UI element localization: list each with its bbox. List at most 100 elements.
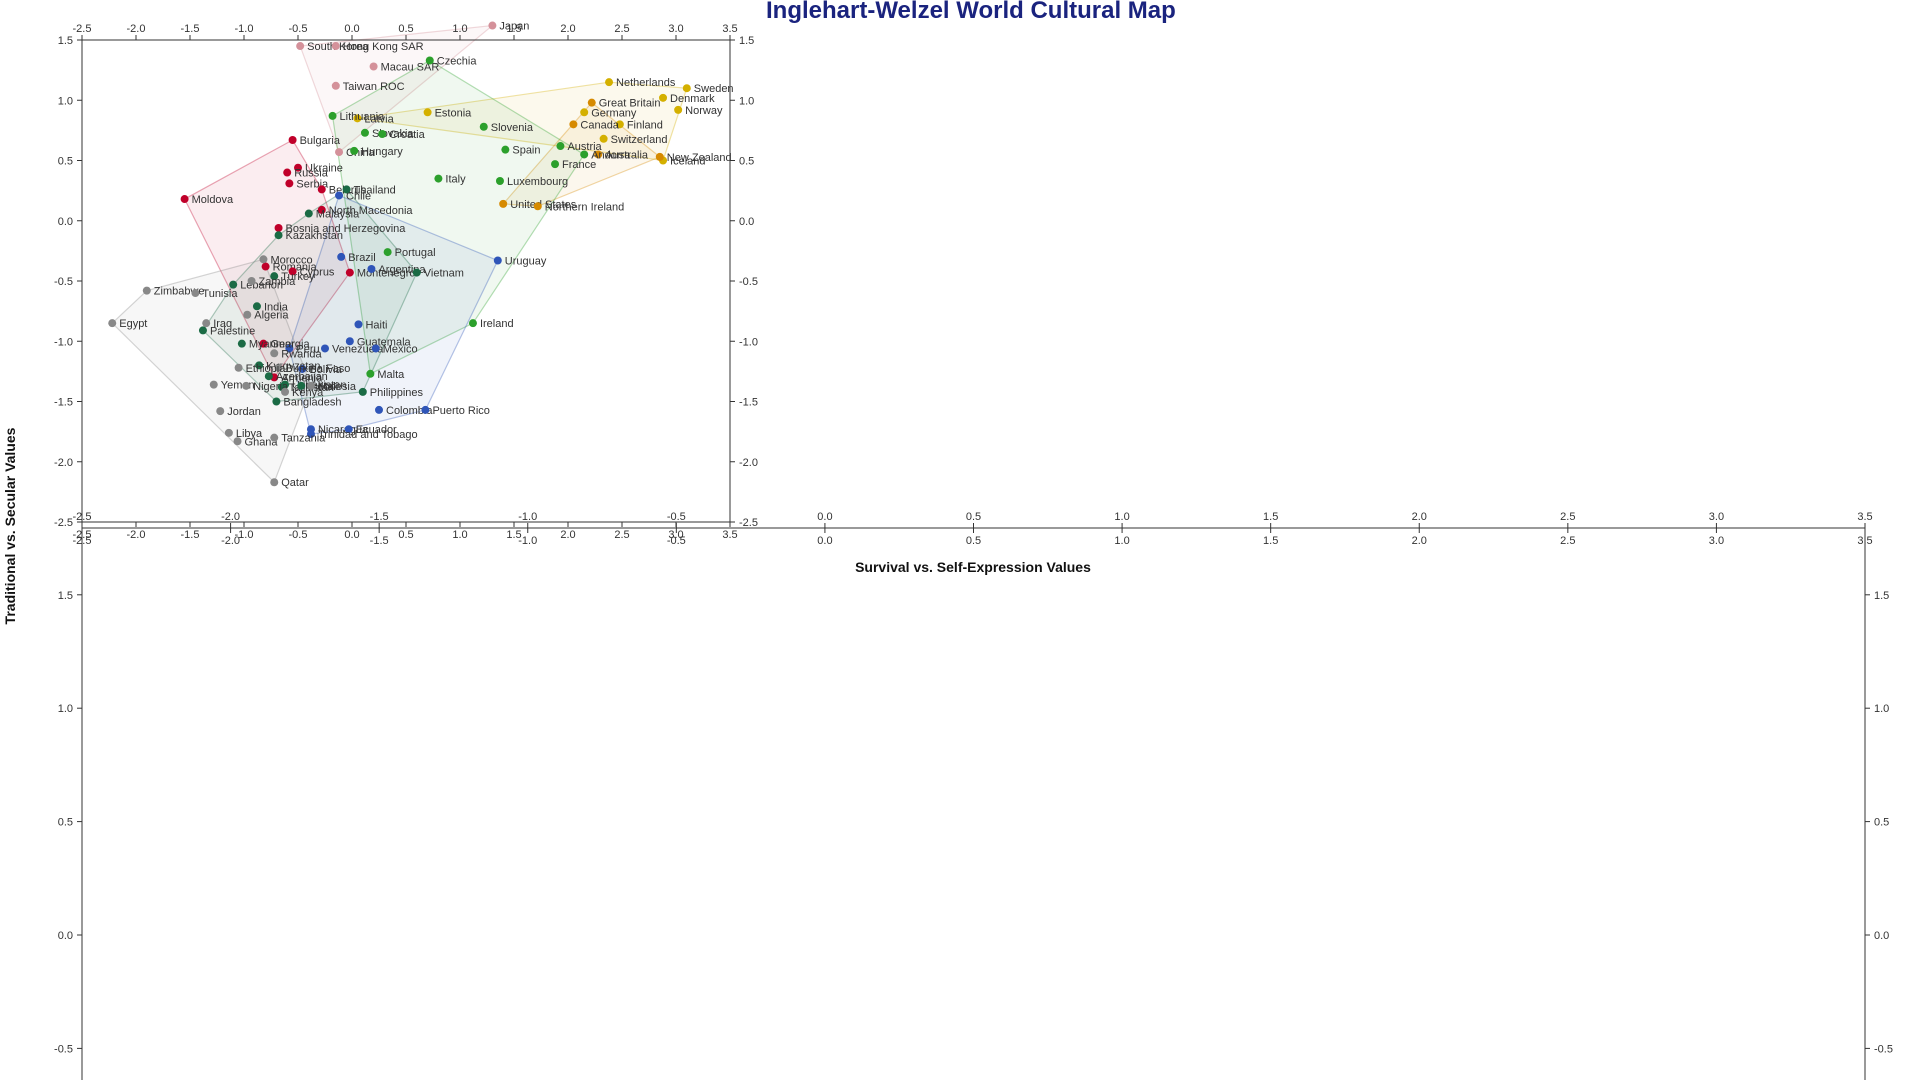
data-point-label: Nicaragua [318, 424, 369, 436]
data-point [342, 185, 351, 194]
x-tick-label: 3.0 [668, 529, 683, 541]
y-tick-label: 0.5 [1874, 817, 1889, 829]
data-point [252, 302, 261, 311]
data-point-label: Kazakhstan [286, 230, 343, 242]
x-tick-label: 2.5 [614, 23, 629, 35]
data-point [479, 122, 488, 131]
x-tick-label: -0.5 [289, 529, 308, 541]
zone-hull [331, 59, 586, 375]
y-tick-label: 1.5 [739, 35, 754, 47]
data-point-label: Puerto Rico [432, 405, 489, 417]
data-point [345, 268, 354, 277]
data-point-label: Ukraine [305, 163, 343, 175]
data-point [335, 148, 344, 157]
data-point [353, 114, 362, 123]
data-point-label: Peru [296, 343, 319, 355]
x-tick-label: 2.5 [614, 529, 629, 541]
x-tick-label: 3.0 [1709, 535, 1724, 547]
y-tick-label: 0.0 [1874, 930, 1889, 942]
x-tick-label: -1.0 [235, 529, 254, 541]
x-tick-label: 1.5 [1263, 535, 1278, 547]
data-point-label: Luxembourg [507, 176, 568, 188]
data-point [304, 209, 313, 218]
data-point [328, 111, 337, 120]
data-point-label: Ecuador [356, 424, 397, 436]
y-tick-label: -2.5 [54, 517, 73, 529]
y-tick-label: 0.0 [58, 930, 73, 942]
data-point-label: India [264, 301, 289, 313]
data-point-label: Iceland [670, 156, 705, 168]
data-point [371, 344, 380, 353]
data-point [142, 286, 151, 295]
x-tick-label: -1.0 [518, 511, 537, 523]
data-point-label: Cyprus [300, 266, 335, 278]
data-point [285, 179, 294, 188]
data-point [354, 320, 363, 329]
data-point-label: Venezuela [332, 343, 384, 355]
data-point [493, 256, 502, 265]
data-point [288, 267, 297, 276]
x-tick-label: -0.5 [667, 511, 686, 523]
x-tick-label: -1.0 [235, 23, 254, 35]
y-tick-label: -1.5 [739, 397, 758, 409]
y-tick-label: -2.5 [739, 517, 758, 529]
data-point-label: Algeria [254, 310, 289, 322]
data-point [270, 349, 279, 358]
data-point-label: Ethiopia [246, 363, 287, 375]
y-tick-label: -0.5 [739, 276, 758, 288]
data-point-label: Brazil [348, 252, 376, 264]
data-point-label: Nigeria [253, 381, 289, 393]
data-point [425, 56, 434, 65]
x-tick-label: -2.5 [73, 511, 92, 523]
data-point-label: Latvia [364, 113, 394, 125]
y-tick-label: 0.5 [58, 817, 73, 829]
y-tick-label: 1.0 [58, 703, 73, 715]
data-point-label: Ghana [245, 436, 279, 448]
data-point [216, 407, 225, 416]
y-tick-label: -0.5 [54, 276, 73, 288]
data-point-label: Estonia [435, 107, 473, 119]
x-tick-label: 3.0 [1709, 511, 1724, 523]
data-point [615, 120, 624, 129]
data-point [281, 387, 290, 396]
data-point-label: Netherlands [616, 77, 676, 89]
data-point [378, 129, 387, 138]
x-tick-label: 0.0 [817, 511, 832, 523]
x-tick-label: -2.5 [73, 23, 92, 35]
data-point-label: Jordan [227, 406, 261, 418]
x-tick-label: -0.5 [289, 23, 308, 35]
x-tick-label: -2.0 [221, 511, 240, 523]
data-point-label: Vietnam [424, 268, 464, 280]
y-tick-label: 1.0 [739, 95, 754, 107]
x-tick-label: -1.5 [181, 23, 200, 35]
data-point [495, 176, 504, 185]
y-tick-label: -1.5 [54, 397, 73, 409]
data-point [229, 280, 238, 289]
data-point [331, 81, 340, 90]
x-tick-label: 2.0 [560, 23, 575, 35]
data-point [242, 381, 251, 390]
data-point-label: New Zealand [667, 152, 732, 164]
x-tick-label: 2.5 [1560, 511, 1575, 523]
data-point [198, 326, 207, 335]
data-point-label: Australia [605, 149, 649, 161]
x-tick-label: -1.5 [370, 511, 389, 523]
data-point [259, 255, 268, 264]
x-tick-label: 0.5 [398, 23, 413, 35]
axis-ticks: -2.5 -2.0 -1.5 -1.0 -0.5 0.0 0.5 1.0 1.5 2.0 2.5 3.… [54, 23, 1893, 1080]
data-point-label: Finland [627, 119, 663, 131]
data-point [247, 277, 256, 285]
x-tick-label: 3.5 [1857, 511, 1872, 523]
data-point-label: Burkina Faso [286, 363, 351, 375]
data-point [285, 344, 294, 353]
data-point-label: Malaysia [316, 209, 360, 221]
y-tick-label: -1.0 [54, 336, 73, 348]
data-point-label: Taiwan ROC [343, 81, 405, 93]
data-point-label: Hong Kong SAR [343, 41, 424, 53]
data-point-label: North Macedonia [329, 205, 414, 217]
data-point [551, 160, 560, 169]
data-point [237, 339, 246, 348]
data-point [556, 142, 565, 151]
y-tick-label: 0.5 [739, 156, 754, 168]
